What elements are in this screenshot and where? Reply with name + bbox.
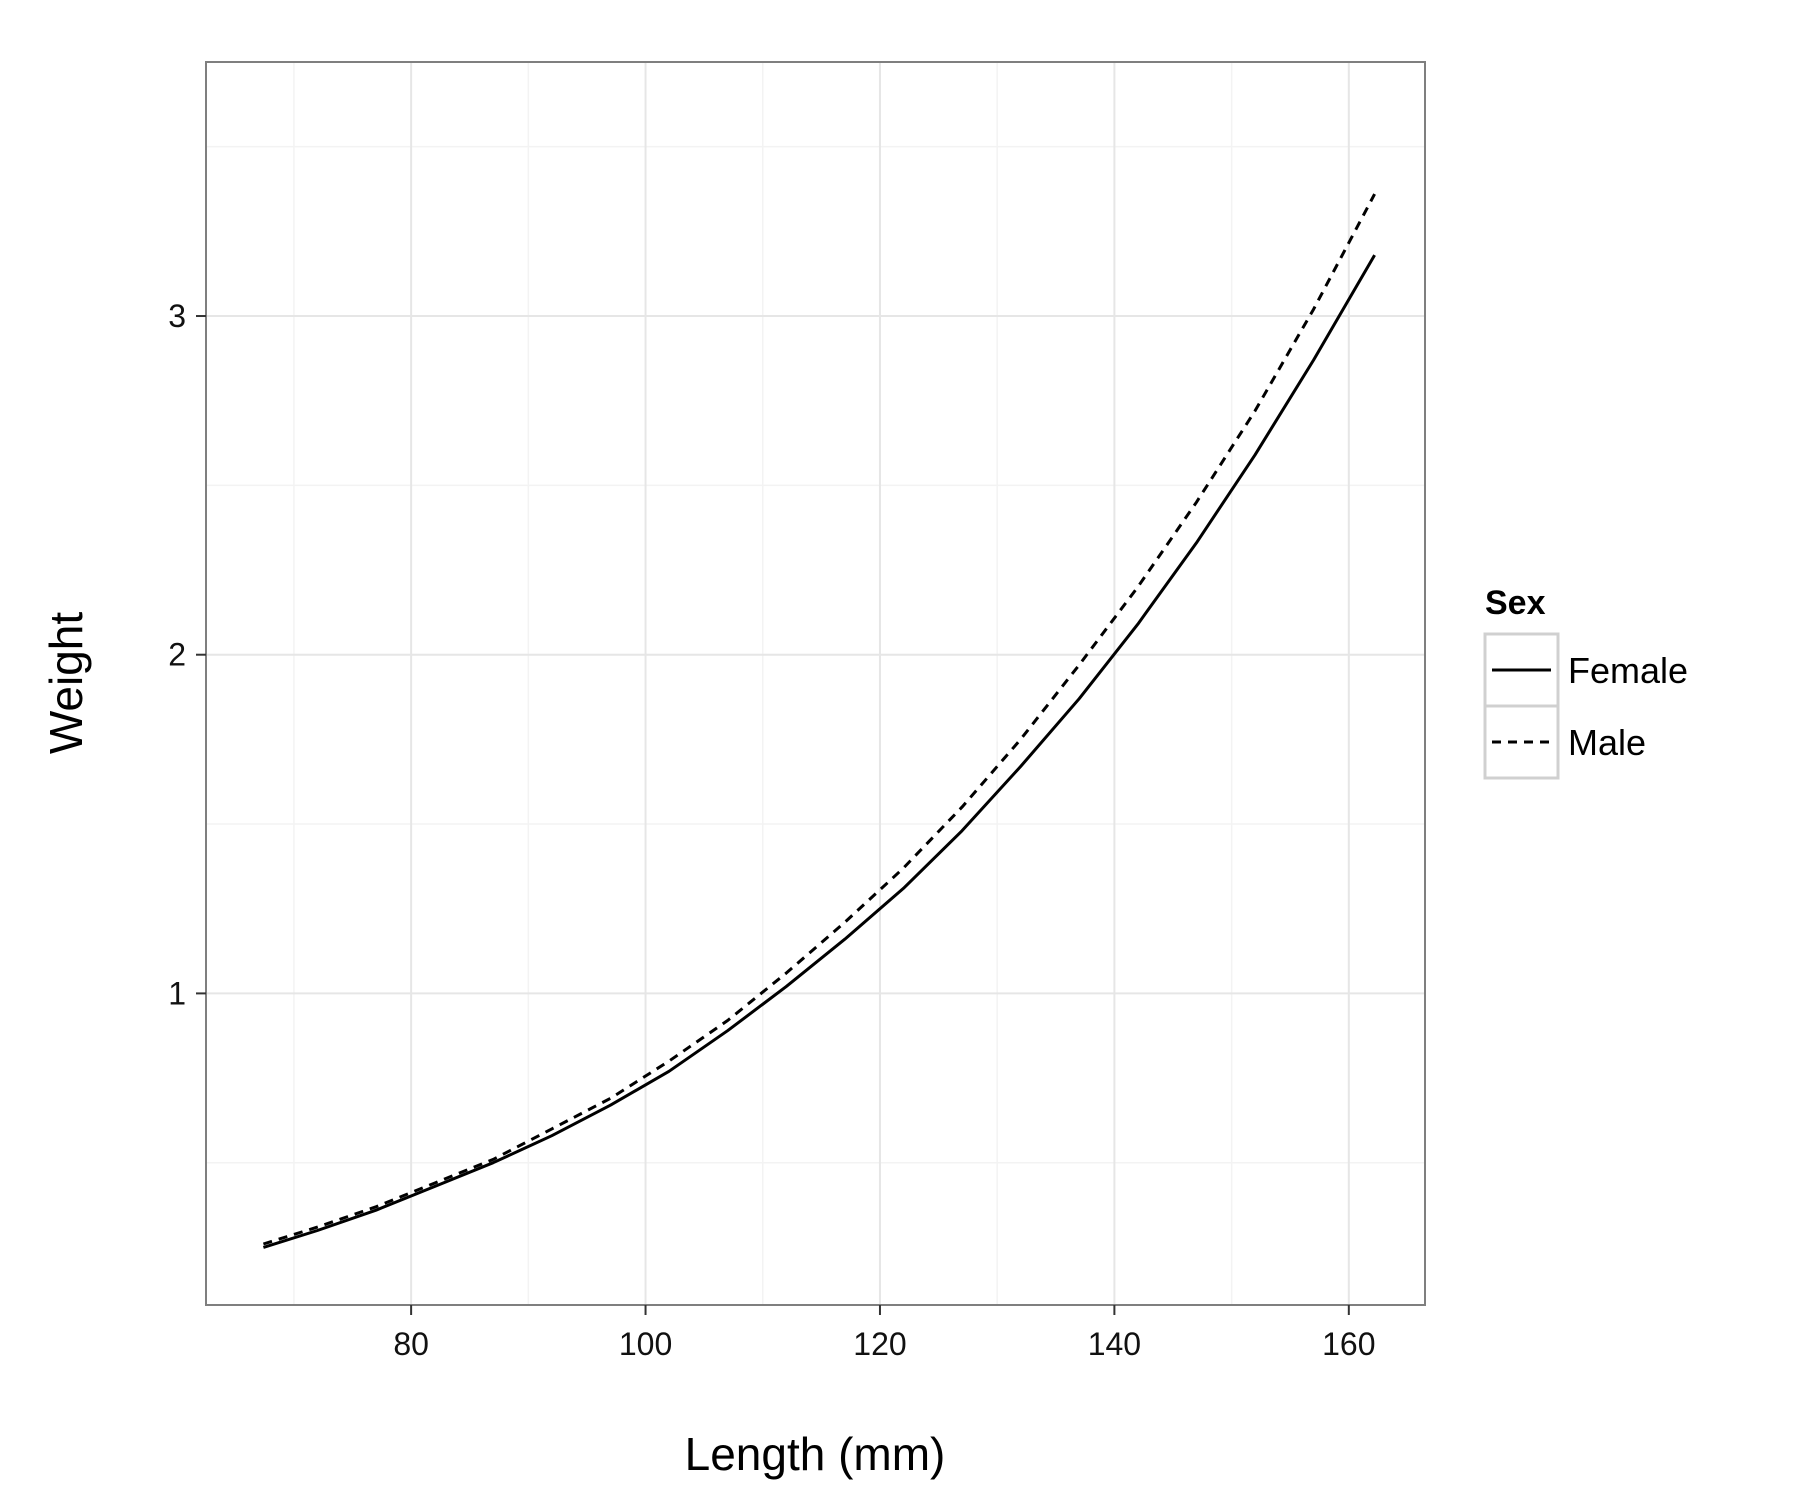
plot-panel <box>206 62 1425 1305</box>
grid-major <box>206 62 1425 1305</box>
legend-label-male: Male <box>1568 722 1646 763</box>
y-tick-label: 2 <box>168 637 186 673</box>
y-axis: 1 2 3 <box>168 298 206 1011</box>
y-axis-title: Weight <box>40 612 92 755</box>
series-line-male <box>262 193 1376 1246</box>
x-tick-label: 100 <box>619 1326 672 1362</box>
x-tick-label: 120 <box>853 1326 906 1362</box>
y-tick-label: 1 <box>168 975 186 1011</box>
series-layer <box>262 193 1376 1249</box>
x-axis-title: Length (mm) <box>685 1428 946 1480</box>
legend-label-female: Female <box>1568 650 1688 691</box>
plot-border <box>205 61 1426 1306</box>
x-axis: 80 100 120 140 160 <box>393 1305 1376 1362</box>
series-line-female <box>262 254 1376 1249</box>
y-tick-label: 3 <box>168 298 186 334</box>
legend-title: Sex <box>1485 584 1546 622</box>
grid-minor <box>206 62 1425 1305</box>
x-tick-label: 140 <box>1088 1326 1141 1362</box>
x-tick-label: 160 <box>1322 1326 1375 1362</box>
legend: Sex Female Male <box>1483 584 1688 780</box>
x-tick-label: 80 <box>393 1326 429 1362</box>
